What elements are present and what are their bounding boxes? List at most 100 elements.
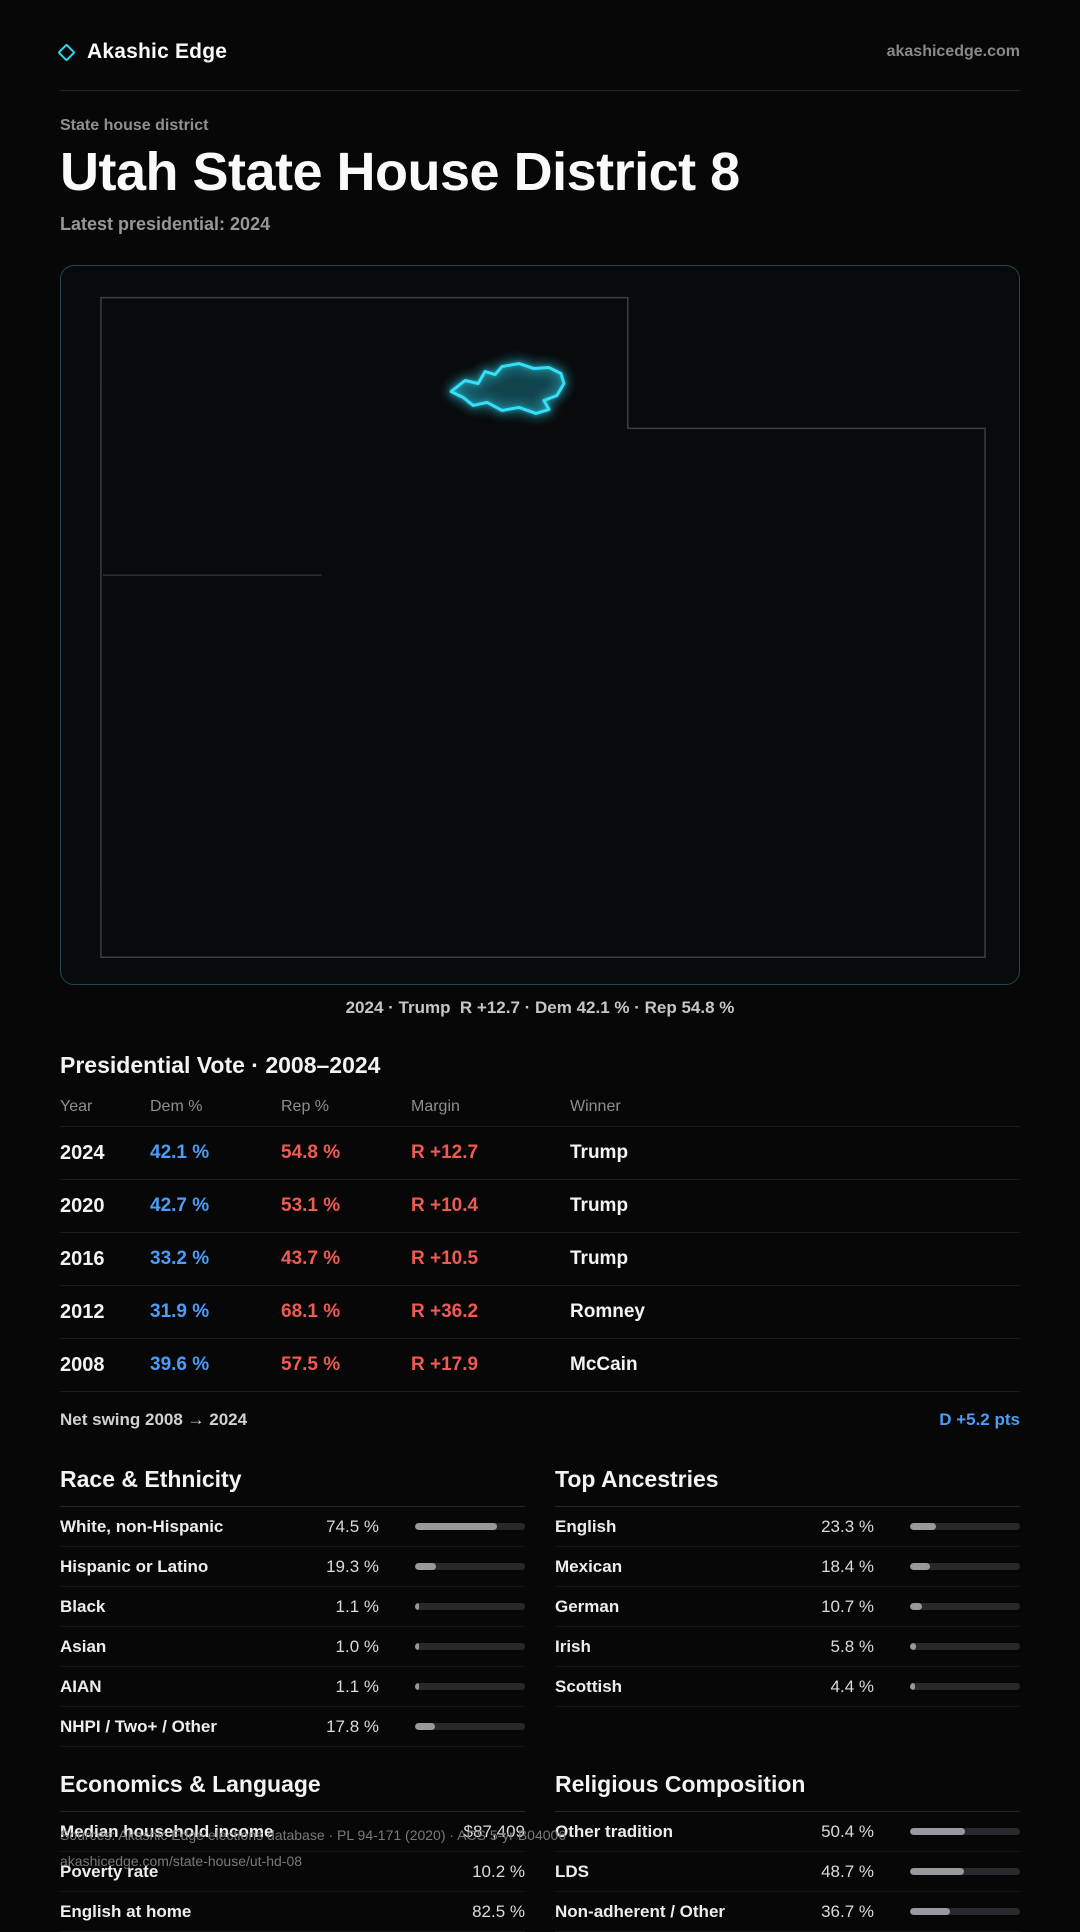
stats-grid-top: Race & Ethnicity White, non-Hispanic 74.… <box>60 1466 1020 1748</box>
stat-value: $87,409 <box>463 1821 525 1841</box>
state-outline-utah <box>100 297 986 959</box>
cell-year: 2016 <box>60 1247 105 1270</box>
stat-bar-fill <box>910 1643 917 1651</box>
stat-row-other-tradition: Other tradition 50.4 % <box>555 1812 1020 1853</box>
cell-year: 2024 <box>60 1141 105 1164</box>
stat-label: LDS <box>555 1861 589 1881</box>
stat-bar <box>910 1563 1020 1571</box>
stat-bar <box>415 1523 525 1531</box>
stat-bar-fill <box>910 1683 915 1691</box>
cell-winner: McCain <box>570 1354 638 1376</box>
stat-bar-fill <box>415 1723 435 1731</box>
stat-label: Median household income <box>60 1821 274 1841</box>
stat-label: Other tradition <box>555 1821 674 1841</box>
site-domain: akashicedge.com <box>886 43 1020 60</box>
vote-table-header: Year Dem % Rep % Margin Winner <box>60 1087 1020 1128</box>
cell-dem: 39.6 % <box>150 1354 210 1376</box>
stat-bar-fill <box>415 1643 419 1651</box>
stat-bar-fill <box>910 1523 936 1531</box>
stat-row-scottish: Scottish 4.4 % <box>555 1667 1020 1708</box>
vote-row-2016: 2016 33.2 % 43.7 % R +10.5 Trump <box>60 1233 1020 1287</box>
stat-value: 36.7 % <box>821 1901 874 1921</box>
vote-row-2020: 2020 42.7 % 53.1 % R +10.4 Trump <box>60 1180 1020 1234</box>
cell-year: 2008 <box>60 1353 105 1376</box>
stat-row-german: German 10.7 % <box>555 1587 1020 1628</box>
stat-row-nhpi-other: NHPI / Two+ / Other 17.8 % <box>60 1707 525 1748</box>
stat-bar <box>910 1868 1020 1876</box>
stats-grid-bottom: Economics & Language Median household in… <box>60 1771 1020 1932</box>
cell-rep: 43.7 % <box>281 1248 341 1270</box>
stat-label: White, non-Hispanic <box>60 1516 224 1536</box>
cell-year: 2020 <box>60 1194 105 1217</box>
stat-label: NHPI / Two+ / Other <box>60 1716 217 1736</box>
cell-margin: R +10.4 <box>411 1195 479 1217</box>
stat-label: Black <box>60 1596 106 1616</box>
vote-table: Year Dem % Rep % Margin Winner 2024 42.1… <box>60 1087 1020 1393</box>
stat-label: Poverty rate <box>60 1861 159 1881</box>
stat-bar-fill <box>910 1563 931 1571</box>
stat-value: 82.5 % <box>472 1901 525 1921</box>
stat-value: 1.1 % <box>335 1596 379 1616</box>
net-swing-value: D +5.2 pts <box>939 1410 1020 1430</box>
page-container: Akashic Edge akashicedge.com State house… <box>57 0 1020 1932</box>
stat-label: Hispanic or Latino <box>60 1556 209 1576</box>
stat-bar-fill <box>910 1828 966 1836</box>
cell-dem: 33.2 % <box>150 1248 210 1270</box>
map-caption: 2024 · Trump R +12.7 · Dem 42.1 % · Rep … <box>345 998 735 1018</box>
stat-row-black: Black 1.1 % <box>60 1587 525 1628</box>
stat-bar <box>415 1603 525 1611</box>
stat-bar <box>415 1683 525 1691</box>
ancestries-section-title: Top Ancestries <box>555 1466 1020 1508</box>
cell-rep: 68.1 % <box>281 1301 341 1323</box>
stat-label: Scottish <box>555 1676 623 1696</box>
stat-bar <box>910 1683 1020 1691</box>
cell-margin: R +12.7 <box>411 1142 479 1164</box>
net-swing-label: Net swing 2008 → 2024 <box>60 1410 248 1430</box>
stat-bar <box>415 1643 525 1651</box>
ancestries-section: Top Ancestries English 23.3 % Mexican 18… <box>555 1466 1020 1708</box>
stat-label: AIAN <box>60 1676 102 1696</box>
religion-section: Religious Composition Other tradition 50… <box>555 1771 1020 1932</box>
col-winner: Winner <box>570 1097 621 1115</box>
religion-section-title: Religious Composition <box>555 1771 1020 1813</box>
col-dem: Dem % <box>150 1097 203 1115</box>
stat-bar <box>910 1908 1020 1916</box>
col-year: Year <box>60 1097 93 1115</box>
stat-row-non-adherent: Non-adherent / Other 36.7 % <box>555 1892 1020 1932</box>
race-section-title: Race & Ethnicity <box>60 1466 525 1508</box>
stat-row-mexican: Mexican 18.4 % <box>555 1547 1020 1588</box>
vote-row-2012: 2012 31.9 % 68.1 % R +36.2 Romney <box>60 1286 1020 1340</box>
cell-winner: Romney <box>570 1301 645 1323</box>
stat-label: Irish <box>555 1636 591 1656</box>
stat-bar <box>415 1723 525 1731</box>
stat-label: Asian <box>60 1636 107 1656</box>
stat-value: 23.3 % <box>821 1516 874 1536</box>
cell-dem: 42.7 % <box>150 1195 210 1217</box>
brand: Akashic Edge <box>57 40 227 64</box>
map-card <box>60 265 1020 986</box>
stat-label: English at home <box>60 1901 192 1921</box>
stat-value: 18.4 % <box>821 1556 874 1576</box>
page-subtitle: Latest presidential: 2024 <box>60 214 271 235</box>
col-rep: Rep % <box>281 1097 330 1115</box>
stat-bar <box>910 1828 1020 1836</box>
net-swing-row: Net swing 2008 → 2024 D +5.2 pts <box>60 1392 1020 1430</box>
stat-bar-fill <box>415 1683 419 1691</box>
cell-winner: Trump <box>570 1142 629 1164</box>
cell-rep: 57.5 % <box>281 1354 341 1376</box>
stat-value: 10.7 % <box>821 1596 874 1616</box>
cell-year: 2012 <box>60 1300 105 1323</box>
stat-value: 17.8 % <box>326 1716 379 1736</box>
cell-margin: R +17.9 <box>411 1354 479 1376</box>
stat-row-income: Median household income $87,409 <box>60 1812 525 1853</box>
stat-row-irish: Irish 5.8 % <box>555 1627 1020 1668</box>
stat-row-white: White, non-Hispanic 74.5 % <box>60 1507 525 1548</box>
cell-rep: 54.8 % <box>281 1142 341 1164</box>
stat-bar-fill <box>415 1523 497 1531</box>
district-shape <box>449 362 566 416</box>
economics-section-title: Economics & Language <box>60 1771 525 1813</box>
stat-bar-fill <box>415 1603 419 1611</box>
page-title: Utah State House District 8 <box>60 142 740 202</box>
cell-dem: 31.9 % <box>150 1301 210 1323</box>
stat-bar <box>910 1643 1020 1651</box>
